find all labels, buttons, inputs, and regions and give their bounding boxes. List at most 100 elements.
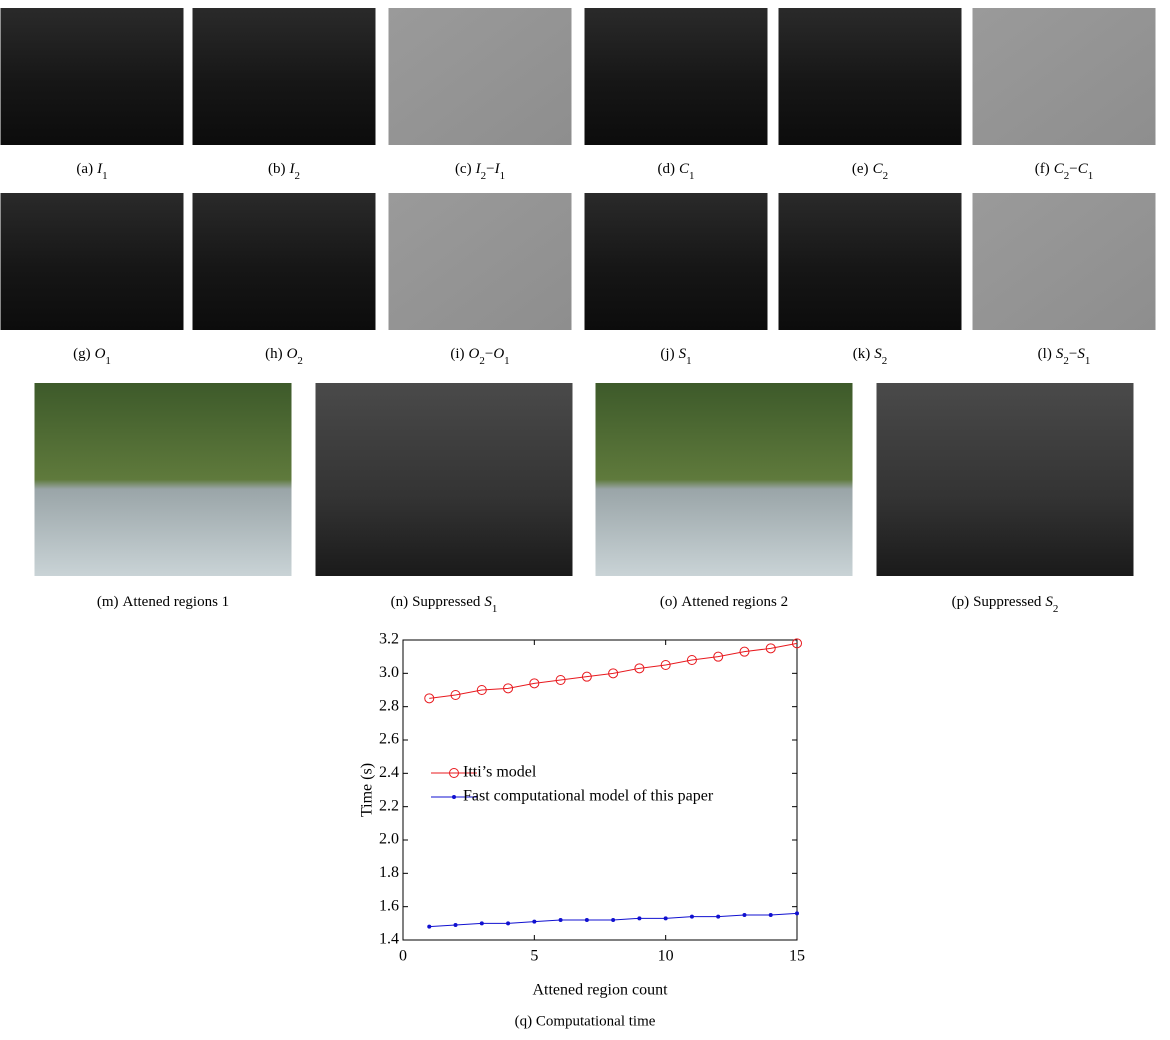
caption-subscript: 1 [105,355,111,367]
image [35,383,292,576]
caption-subscript: 1 [492,603,498,615]
caption: (f)C2−C1 [1035,161,1094,181]
marker [690,915,694,919]
image [389,8,572,145]
y-tick-label: 2.0 [379,831,399,848]
caption-label: (k) [853,346,871,362]
caption-symbol: O [287,346,298,362]
y-tick-label: 2.8 [379,697,399,714]
marker [611,918,615,922]
x-tick-label: 15 [789,948,805,965]
caption-label: (a) [76,161,93,177]
marker [480,921,484,925]
y-tick-label: 3.2 [379,631,399,648]
image [779,8,962,145]
image [1,193,184,330]
caption-text: Suppressed [412,594,481,610]
caption-subscript: 1 [504,355,510,367]
image [193,193,376,330]
image [1,8,184,145]
caption-label: (d) [657,161,675,177]
caption-subscript: 2 [295,170,301,182]
caption-label: (c) [455,161,472,177]
image [877,383,1134,576]
marker [454,923,458,927]
image [585,193,768,330]
y-axis-label: Time (s) [359,763,376,817]
caption: (e)C2 [852,161,888,181]
marker [427,925,431,929]
caption-symbol: O [493,346,504,362]
caption-label: (b) [268,161,286,177]
image [973,193,1156,330]
y-tick-label: 2.6 [379,731,399,748]
marker [559,918,563,922]
caption-subscript: 1 [689,170,695,182]
image [389,193,572,330]
caption: (h)O2 [265,346,303,366]
caption-subscript: 1 [686,355,692,367]
caption: (o)Attened regions 2 [660,594,788,610]
caption-text: Attened regions 1 [123,594,230,610]
caption-text: Attened regions 2 [681,594,788,610]
figure: (a)I1(b)I2(c)I2−I1(d)C1(e)C2(f)C2−C1(g)O… [0,0,1170,1040]
caption: (m)Attened regions 1 [97,594,229,610]
caption-operator: − [1069,346,1077,362]
caption-label: (o) [660,594,678,610]
caption: (g)O1 [73,346,111,366]
caption-text: Suppressed [973,594,1042,610]
marker [664,916,668,920]
x-axis-label: Attened region count [532,982,668,999]
marker [506,921,510,925]
legend-label: Itti’s model [463,764,537,781]
caption: (p)SuppressedS2 [952,594,1059,614]
marker [716,915,720,919]
y-tick-label: 2.4 [379,764,399,781]
caption-subscript: 2 [1053,603,1059,615]
caption: (j)S1 [660,346,691,366]
caption-operator: − [1069,161,1077,177]
y-tick-label: 3.0 [379,664,399,681]
marker [742,913,746,917]
caption-subscript: 1 [1088,170,1094,182]
caption: (d)C1 [657,161,694,181]
caption-label: (g) [73,346,91,362]
x-tick-label: 0 [399,948,407,965]
y-tick-label: 1.6 [379,897,399,914]
caption-symbol: O [95,346,106,362]
caption-label: (f) [1035,161,1050,177]
caption-label: (l) [1038,346,1052,362]
caption-operator: − [485,346,493,362]
marker [637,916,641,920]
caption-label: (p) [952,594,970,610]
x-tick-label: 5 [530,948,538,965]
caption-subscript: 1 [1085,355,1091,367]
legend-marker [452,795,456,799]
marker [532,920,536,924]
caption-label: (i) [450,346,464,362]
caption-label: (j) [660,346,674,362]
y-tick-label: 1.8 [379,864,399,881]
image [316,383,573,576]
caption-subscript: 1 [102,170,108,182]
image [973,8,1156,145]
caption: (a)I1 [76,161,107,181]
caption-subscript: 2 [297,355,303,367]
image [596,383,853,576]
caption: (c)I2−I1 [455,161,505,181]
series-line [429,643,797,698]
image [193,8,376,145]
y-tick-label: 1.4 [379,931,399,948]
caption-subscript: 2 [882,355,888,367]
x-tick-label: 10 [658,948,674,965]
caption: (k)S2 [853,346,888,366]
marker [769,913,773,917]
caption-label: (h) [265,346,283,362]
image [585,8,768,145]
caption: (i)O2−O1 [450,346,509,366]
caption-operator: − [486,161,494,177]
caption-symbol: O [469,346,480,362]
legend-label: Fast computational model of this paper [463,788,714,805]
